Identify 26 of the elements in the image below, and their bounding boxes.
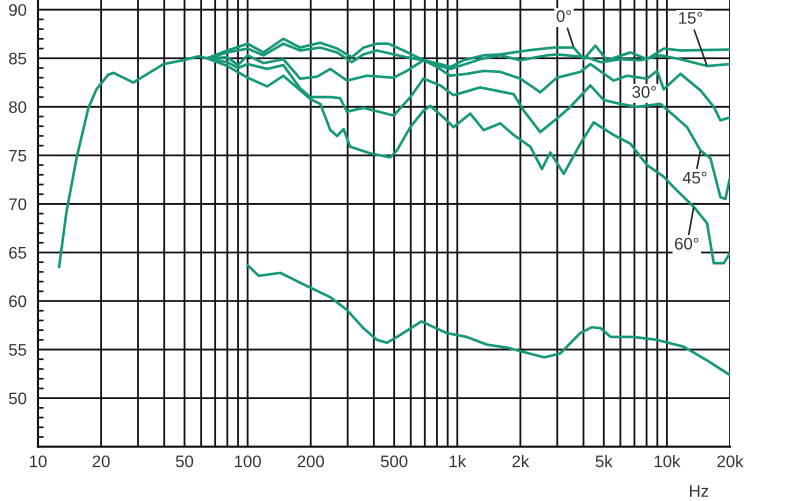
y-tick-label: 90	[9, 4, 26, 16]
y-tick-label: 85	[9, 52, 26, 64]
x-axis-title: Hz	[690, 485, 708, 497]
y-tick-label: 65	[9, 246, 26, 259]
y-tick-label: 70	[9, 198, 26, 210]
y-tick-label: 60	[9, 295, 26, 308]
x-tick-label: 500	[380, 455, 408, 468]
x-tick-label: 100	[235, 455, 261, 468]
series-label: 60°	[675, 238, 698, 250]
x-tick-label: 2k	[512, 455, 530, 468]
x-tick-label: 200	[298, 455, 324, 468]
x-tick-label: 20	[92, 455, 110, 468]
x-tick-label: 20k	[717, 455, 744, 468]
x-tick-label: 10k	[654, 455, 680, 468]
series-label: 45°	[682, 172, 706, 184]
series-label: 30°	[632, 86, 656, 98]
x-tick-label: 10	[30, 455, 47, 468]
x-tick-label: 5k	[596, 455, 613, 468]
y-tick-label: 80	[9, 101, 26, 114]
y-tick-label: 75	[9, 150, 26, 162]
y-tick-label: 55	[9, 344, 26, 356]
x-tick-label: 50	[176, 455, 194, 468]
y-tick-label: 50	[9, 392, 26, 404]
series-label: 0°	[556, 10, 571, 22]
text: 15°	[679, 12, 702, 24]
x-tick-label: 1k	[450, 455, 466, 468]
